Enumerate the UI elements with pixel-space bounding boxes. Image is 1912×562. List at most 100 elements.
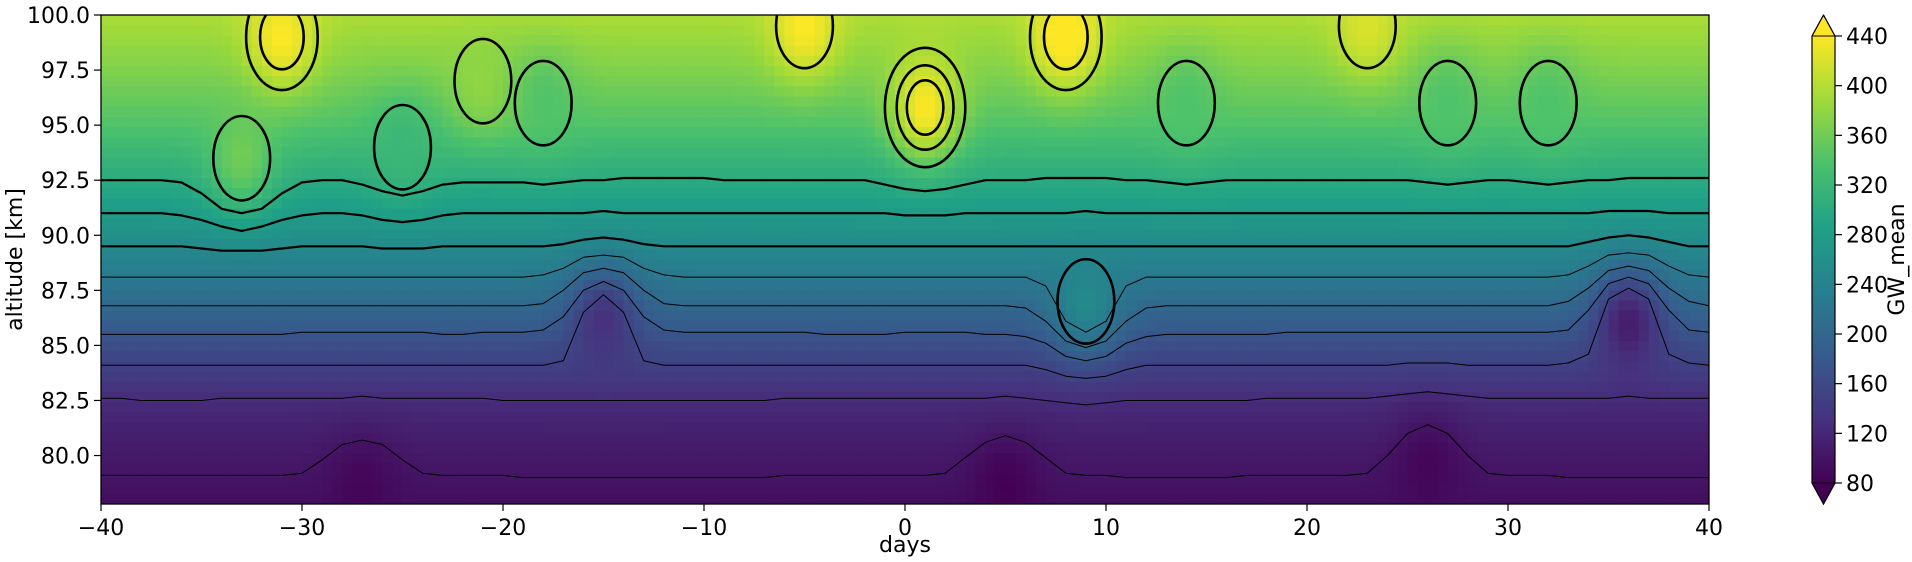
heat-cell — [1045, 65, 1057, 77]
heat-cell — [1487, 228, 1499, 240]
heat-cell — [1307, 279, 1318, 291]
heat-cell — [322, 137, 333, 149]
heat-cell — [1317, 65, 1328, 77]
heat-cell — [1055, 157, 1067, 169]
heat-cell — [613, 249, 625, 261]
heat-cell — [1508, 320, 1519, 332]
heat-cell — [754, 65, 765, 77]
heat-cell — [513, 239, 524, 250]
heat-cell — [1116, 279, 1127, 291]
heat-cell — [764, 167, 775, 179]
heat-cell — [573, 76, 584, 87]
heat-cell — [1658, 86, 1670, 98]
heat-cell — [1417, 127, 1429, 138]
heat-cell — [955, 239, 966, 250]
heat-cell — [1035, 269, 1047, 281]
heat-cell — [482, 76, 494, 87]
heat-cell — [784, 65, 796, 77]
filled-contour-layer — [101, 15, 1709, 504]
heat-cell — [1307, 157, 1318, 169]
heat-cell — [492, 137, 504, 149]
heat-cell — [251, 35, 263, 47]
heat-cell — [1688, 320, 1700, 332]
heat-cell — [1286, 25, 1298, 36]
heat-cell — [472, 239, 484, 250]
heat-cell — [372, 25, 383, 36]
heat-cell — [111, 320, 122, 332]
heat-cell — [1065, 167, 1077, 179]
heat-cell — [1166, 106, 1177, 118]
heat-cell — [362, 259, 373, 271]
heat-cell — [1568, 35, 1579, 47]
heat-cell — [221, 269, 233, 281]
heat-cell — [553, 25, 564, 36]
heat-cell — [1055, 15, 1067, 26]
heat-cell — [884, 45, 896, 57]
heat-cell — [714, 218, 725, 230]
heat-cell — [623, 218, 635, 230]
heat-cell — [211, 228, 223, 240]
heat-cell — [291, 15, 303, 26]
heat-cell — [1367, 96, 1378, 108]
heat-cell — [121, 188, 132, 199]
heat-cell — [553, 249, 564, 261]
heat-cell — [593, 106, 605, 118]
heat-cell — [814, 157, 826, 169]
heat-cell — [915, 249, 926, 261]
heat-cell — [754, 239, 765, 250]
heat-cell — [633, 45, 645, 57]
heat-cell — [533, 239, 544, 250]
heat-cell — [432, 127, 444, 138]
heat-cell — [824, 106, 836, 118]
heat-cell — [261, 228, 273, 240]
heat-cell — [1447, 279, 1459, 291]
heat-cell — [995, 269, 1007, 281]
heat-cell — [492, 116, 504, 128]
heat-cell — [402, 15, 414, 26]
heat-cell — [1447, 35, 1459, 47]
heat-cell — [201, 86, 213, 98]
heat-cell — [1628, 300, 1640, 312]
heat-cell — [1136, 269, 1147, 281]
heat-cell — [291, 116, 303, 128]
heat-cell — [1256, 96, 1268, 108]
heat-cell — [884, 198, 896, 210]
heat-cell — [673, 25, 685, 36]
heat-cell — [1648, 127, 1660, 138]
heat-cell — [1045, 239, 1057, 250]
heat-cell — [623, 76, 635, 87]
heat-cell — [834, 239, 846, 250]
heat-cell — [513, 55, 524, 67]
heat-cell — [724, 45, 735, 57]
heat-cell — [854, 218, 866, 230]
heat-cell — [784, 45, 796, 57]
heat-cell — [1387, 178, 1399, 189]
heat-cell — [131, 127, 142, 138]
heat-cell — [744, 96, 755, 108]
heat-cell — [1698, 147, 1709, 159]
heat-cell — [1497, 127, 1509, 138]
heat-cell — [151, 198, 162, 210]
heat-cell — [452, 127, 464, 138]
heat-cell — [1126, 116, 1137, 128]
heat-cell — [1055, 269, 1067, 281]
heat-cell — [342, 147, 353, 159]
heat-cell — [1055, 147, 1067, 159]
heat-cell — [593, 96, 605, 108]
heat-cell — [261, 127, 273, 138]
heat-cell — [1196, 76, 1208, 87]
heat-cell — [1106, 35, 1117, 47]
heat-cell — [161, 198, 172, 210]
heat-cell — [915, 310, 926, 322]
heat-cell — [1628, 218, 1640, 230]
heat-cell — [754, 269, 765, 281]
heat-cell — [553, 228, 564, 240]
heat-cell — [804, 218, 816, 230]
heat-cell — [1126, 106, 1137, 118]
heat-cell — [1126, 249, 1137, 261]
heat-cell — [824, 269, 836, 281]
heat-cell — [281, 320, 293, 332]
heat-cell — [553, 218, 564, 230]
heat-cell — [1638, 55, 1650, 67]
heat-cell — [1427, 188, 1439, 199]
